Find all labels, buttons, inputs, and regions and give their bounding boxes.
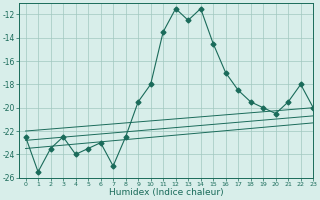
- X-axis label: Humidex (Indice chaleur): Humidex (Indice chaleur): [109, 188, 224, 197]
